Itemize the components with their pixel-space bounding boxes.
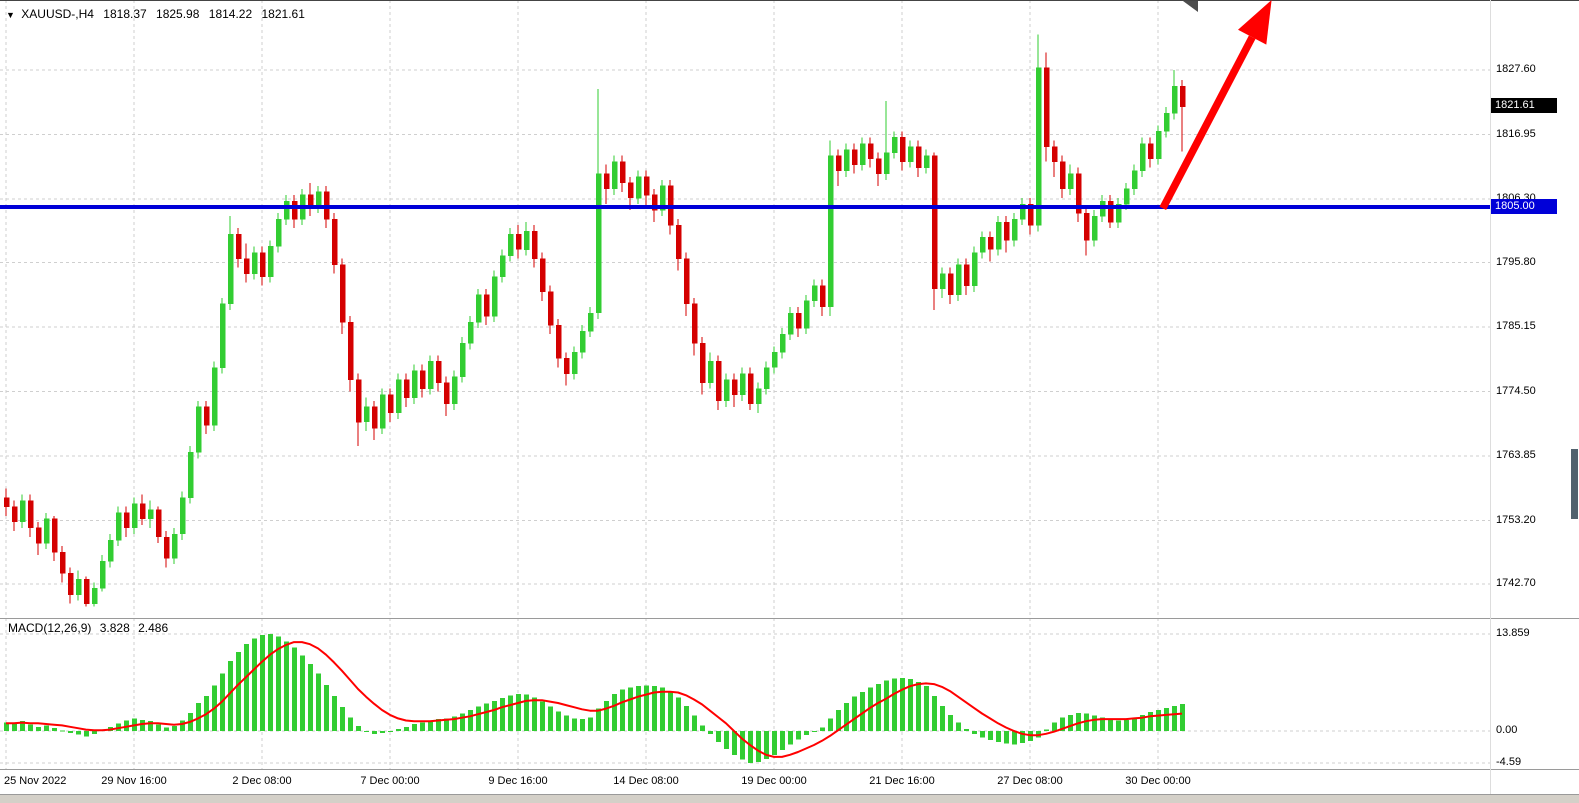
price-axis-label: -4.59 [1496, 756, 1522, 769]
current-price-badge: 1821.61 [1491, 98, 1557, 113]
ohlc-high-value: 1825.98 [156, 7, 200, 21]
time-axis-label: 21 Dec 16:00 [869, 775, 935, 787]
time-axis-label: 29 Nov 16:00 [101, 775, 167, 787]
macd-main-value: 3.828 [99, 621, 130, 635]
time-axis-label: 27 Dec 08:00 [997, 775, 1063, 787]
macd-histogram [4, 634, 1185, 764]
macd-signal-line [6, 641, 1183, 758]
time-axis-label: 19 Dec 00:00 [741, 775, 807, 787]
price-axis-label: 1774.50 [1496, 384, 1536, 397]
window-bottom-strip [0, 795, 1579, 803]
symbol-timeframe-label: XAUUSD-,H4 [21, 7, 94, 21]
time-axis-label: 30 Dec 00:00 [1125, 775, 1191, 787]
price-axis-label: 1816.95 [1496, 127, 1536, 140]
time-axis[interactable]: 25 Nov 2022 29 Nov 16:00 2 Dec 08:00 7 Dec … [0, 770, 1490, 794]
price-axis-label: 1827.60 [1496, 63, 1536, 76]
price-axis-label: 13.859 [1496, 626, 1530, 639]
symbol-marker-icon: ▼ [6, 10, 15, 20]
macd-indicator-label: MACD(12,26,9) 3.828 2.486 [8, 621, 173, 635]
time-axis-label: 9 Dec 16:00 [488, 775, 548, 787]
hline-price-badge: 1805.00 [1491, 199, 1557, 214]
trend-arrow[interactable] [1159, 0, 1272, 211]
macd-signal-value: 2.486 [138, 621, 169, 635]
price-axis-label: 1742.70 [1496, 577, 1536, 590]
scrollbar-thumb[interactable] [1571, 449, 1578, 519]
price-axis-label: 0.00 [1496, 724, 1518, 736]
candlesticks [3, 34, 1186, 607]
chart-shift-marker-icon[interactable] [1183, 1, 1198, 12]
ohlc-close-value: 1821.61 [261, 7, 305, 21]
price-axis[interactable]: 1827.601816.951806.301795.801785.151774.… [1490, 0, 1579, 795]
time-axis-label: 7 Dec 00:00 [360, 775, 420, 787]
price-axis-label: 1763.85 [1496, 449, 1536, 462]
ohlc-low-value: 1814.22 [208, 7, 253, 21]
time-axis-label: 2 Dec 08:00 [232, 775, 292, 787]
macd-indicator-name: MACD(12,26,9) [8, 621, 92, 635]
price-axis-label: 1753.20 [1496, 513, 1536, 526]
ohlc-open-value: 1818.37 [103, 7, 147, 21]
price-axis-label: 1785.15 [1496, 320, 1536, 333]
chart-ohlc-header: ▼ XAUUSD-,H4 1818.37 1825.98 1814.22 182… [6, 7, 311, 21]
price-axis-label: 1795.80 [1496, 255, 1536, 268]
time-axis-label: 25 Nov 2022 [4, 775, 67, 787]
time-axis-label: 14 Dec 08:00 [613, 775, 679, 787]
